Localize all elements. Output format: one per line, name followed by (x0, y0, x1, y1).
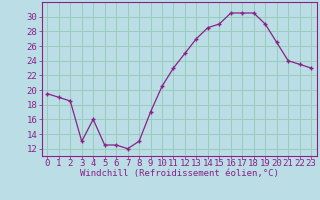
X-axis label: Windchill (Refroidissement éolien,°C): Windchill (Refroidissement éolien,°C) (80, 169, 279, 178)
